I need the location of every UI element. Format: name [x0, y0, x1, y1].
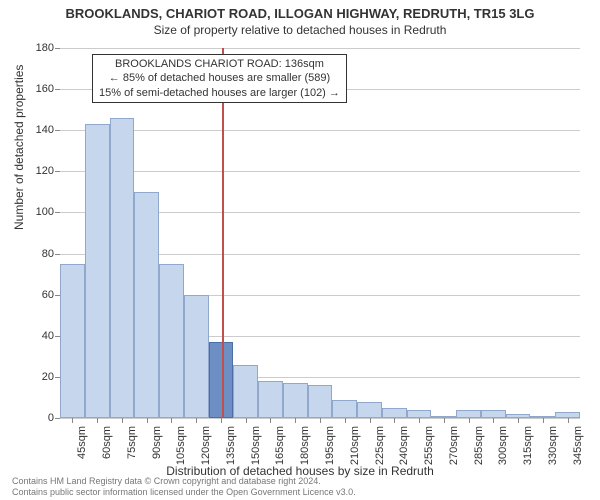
- x-tick-label: 135sqm: [225, 426, 237, 465]
- y-tick-mark: [55, 418, 60, 419]
- histogram-bar: [357, 402, 382, 418]
- x-tick-label: 240sqm: [398, 426, 410, 465]
- x-tick-mark: [147, 418, 148, 423]
- x-tick-label: 210sqm: [349, 426, 361, 465]
- chart-plot-area: 02040608010012014016018045sqm60sqm75sqm9…: [60, 48, 580, 418]
- footer-line2: Contains public sector information licen…: [12, 487, 356, 498]
- x-tick-mark: [543, 418, 544, 423]
- annotation-line1: BROOKLANDS CHARIOT ROAD: 136sqm: [99, 57, 340, 71]
- x-tick-label: 225sqm: [374, 426, 386, 465]
- marker-line: [222, 48, 224, 418]
- x-tick-mark: [122, 418, 123, 423]
- gridline: [60, 171, 580, 172]
- annotation-line3: 15% of semi-detached houses are larger (…: [99, 86, 340, 100]
- y-tick-mark: [55, 212, 60, 213]
- y-tick-mark: [55, 130, 60, 131]
- x-tick-mark: [444, 418, 445, 423]
- x-tick-label: 345sqm: [572, 426, 584, 465]
- x-tick-mark: [72, 418, 73, 423]
- histogram-bar: [456, 410, 481, 418]
- footer-line1: Contains HM Land Registry data © Crown c…: [12, 476, 356, 487]
- histogram-bar: [159, 264, 184, 418]
- x-tick-mark: [171, 418, 172, 423]
- x-tick-label: 75sqm: [126, 426, 138, 459]
- annotation-line2: ← 85% of detached houses are smaller (58…: [99, 71, 340, 85]
- x-tick-mark: [568, 418, 569, 423]
- histogram-bar: [110, 118, 135, 418]
- x-tick-label: 285sqm: [473, 426, 485, 465]
- x-tick-mark: [270, 418, 271, 423]
- y-tick-label: 80: [14, 248, 54, 260]
- x-tick-mark: [320, 418, 321, 423]
- histogram-bar: [481, 410, 506, 418]
- x-tick-mark: [419, 418, 420, 423]
- x-tick-mark: [97, 418, 98, 423]
- x-tick-mark: [469, 418, 470, 423]
- y-tick-label: 0: [14, 412, 54, 424]
- y-tick-label: 180: [14, 42, 54, 54]
- y-tick-label: 120: [14, 165, 54, 177]
- x-tick-label: 105sqm: [175, 426, 187, 465]
- x-tick-label: 330sqm: [547, 426, 559, 465]
- x-tick-label: 60sqm: [101, 426, 113, 459]
- x-tick-mark: [394, 418, 395, 423]
- histogram-bar: [258, 381, 283, 418]
- x-tick-mark: [196, 418, 197, 423]
- x-tick-label: 180sqm: [299, 426, 311, 465]
- y-tick-mark: [55, 48, 60, 49]
- footer-attribution: Contains HM Land Registry data © Crown c…: [12, 476, 356, 498]
- y-tick-label: 20: [14, 371, 54, 383]
- x-tick-mark: [518, 418, 519, 423]
- x-tick-label: 90sqm: [151, 426, 163, 459]
- x-tick-label: 120sqm: [200, 426, 212, 465]
- y-tick-mark: [55, 254, 60, 255]
- histogram-bar: [60, 264, 85, 418]
- chart-title-main: BROOKLANDS, CHARIOT ROAD, ILLOGAN HIGHWA…: [0, 0, 600, 21]
- x-tick-mark: [345, 418, 346, 423]
- histogram-bar: [184, 295, 209, 418]
- y-tick-label: 40: [14, 330, 54, 342]
- y-tick-mark: [55, 89, 60, 90]
- histogram-bar: [233, 365, 258, 418]
- histogram-bar: [134, 192, 159, 418]
- histogram-bar: [382, 408, 407, 418]
- y-tick-mark: [55, 171, 60, 172]
- x-tick-label: 255sqm: [423, 426, 435, 465]
- y-tick-label: 140: [14, 124, 54, 136]
- chart-title-sub: Size of property relative to detached ho…: [0, 21, 600, 37]
- histogram-bar: [283, 383, 308, 418]
- gridline: [60, 48, 580, 49]
- y-tick-label: 60: [14, 289, 54, 301]
- y-tick-label: 160: [14, 83, 54, 95]
- x-tick-label: 315sqm: [522, 426, 534, 465]
- gridline: [60, 130, 580, 131]
- histogram-bar: [85, 124, 110, 418]
- x-tick-mark: [221, 418, 222, 423]
- x-tick-mark: [493, 418, 494, 423]
- histogram-bar: [407, 410, 432, 418]
- x-tick-label: 270sqm: [448, 426, 460, 465]
- x-tick-label: 165sqm: [274, 426, 286, 465]
- x-tick-mark: [246, 418, 247, 423]
- histogram-bar: [308, 385, 333, 418]
- x-tick-label: 195sqm: [324, 426, 336, 465]
- y-tick-label: 100: [14, 206, 54, 218]
- annotation-box: BROOKLANDS CHARIOT ROAD: 136sqm← 85% of …: [92, 54, 347, 103]
- x-tick-mark: [295, 418, 296, 423]
- x-tick-mark: [370, 418, 371, 423]
- histogram-bar: [332, 400, 357, 419]
- x-tick-label: 45sqm: [76, 426, 88, 459]
- x-tick-label: 150sqm: [250, 426, 262, 465]
- x-tick-label: 300sqm: [497, 426, 509, 465]
